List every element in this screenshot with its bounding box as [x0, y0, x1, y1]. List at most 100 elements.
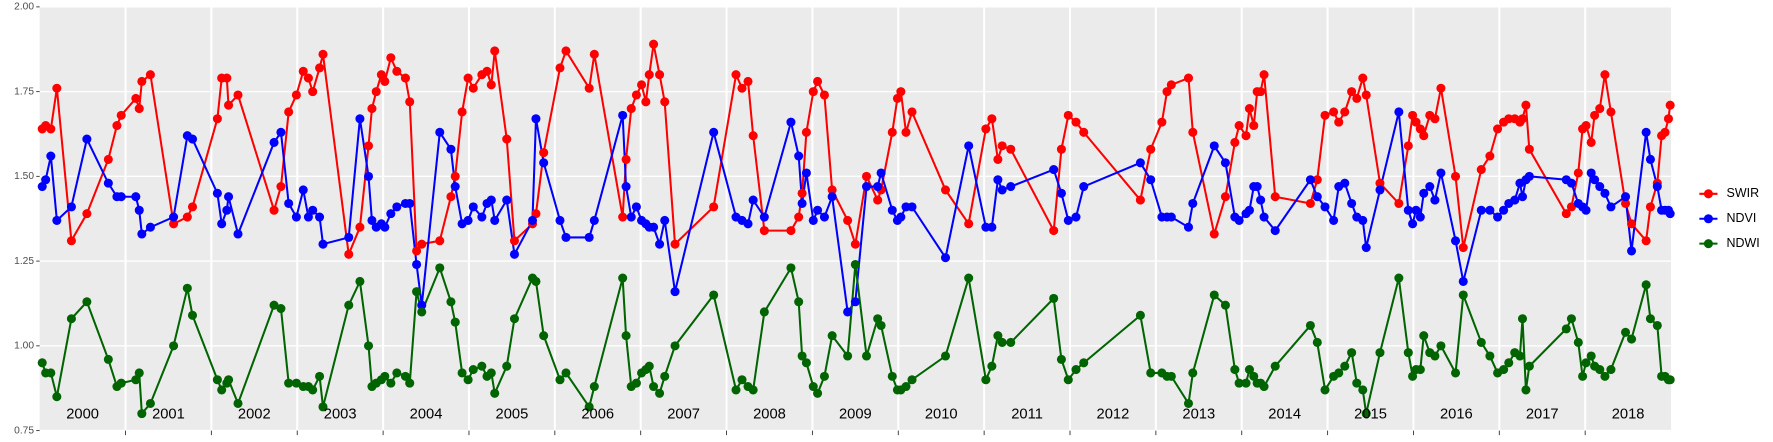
point [502, 195, 512, 205]
point [187, 310, 198, 320]
point [1645, 202, 1655, 212]
legend-label: NDVI [1727, 211, 1757, 225]
point [1450, 368, 1461, 378]
point [477, 361, 487, 371]
point [46, 151, 56, 161]
point [222, 73, 232, 83]
point [1135, 158, 1145, 168]
point [482, 66, 492, 76]
point [827, 185, 837, 195]
point [589, 215, 599, 225]
point [46, 124, 56, 134]
point [1162, 87, 1172, 97]
point [1419, 131, 1429, 141]
point [450, 317, 460, 327]
point [134, 368, 144, 378]
point [786, 226, 796, 236]
point [555, 63, 565, 73]
point [145, 70, 155, 80]
point [1581, 205, 1591, 215]
point [52, 215, 62, 225]
point [1188, 198, 1198, 209]
point [392, 66, 402, 76]
point [224, 192, 234, 202]
point [1415, 212, 1425, 222]
point [589, 49, 599, 59]
point [626, 212, 636, 222]
point [1476, 205, 1486, 215]
point [284, 107, 294, 117]
point [819, 212, 829, 222]
point [794, 212, 804, 222]
point [1329, 107, 1339, 117]
point [1256, 195, 1266, 205]
point [655, 239, 665, 249]
point [993, 154, 1003, 164]
point [1361, 409, 1371, 419]
point [298, 66, 308, 76]
point [887, 205, 897, 215]
point [212, 114, 222, 124]
point [269, 137, 279, 147]
point [412, 259, 422, 270]
point [1135, 195, 1145, 205]
year-label: 2002 [238, 407, 271, 423]
point [1230, 365, 1240, 375]
point [1312, 337, 1322, 347]
point [116, 110, 126, 120]
point [1606, 202, 1616, 212]
point [644, 361, 654, 371]
point [405, 97, 415, 107]
point [1347, 87, 1357, 97]
point [1586, 168, 1596, 178]
point [1166, 80, 1176, 90]
point [861, 182, 872, 192]
legend: SWIR NDVI NDWI [1699, 186, 1760, 250]
point [1600, 371, 1610, 381]
point [631, 90, 641, 100]
point [276, 304, 286, 314]
point [386, 378, 396, 388]
point [1166, 371, 1176, 381]
point [1352, 93, 1362, 103]
point [1403, 348, 1413, 358]
year-label: 2001 [152, 407, 185, 423]
series-line [41, 111, 1672, 315]
point [1312, 192, 1322, 202]
point [1157, 117, 1167, 127]
point [1394, 107, 1404, 117]
point [843, 351, 853, 361]
point [308, 385, 318, 395]
point [344, 232, 354, 242]
point [1244, 365, 1254, 375]
point [1665, 209, 1675, 219]
point [435, 236, 445, 246]
point [797, 198, 807, 209]
point [212, 188, 222, 198]
point [52, 392, 62, 402]
point [618, 212, 628, 222]
point [1524, 144, 1534, 154]
point [993, 175, 1003, 185]
point [355, 222, 365, 232]
marks [37, 39, 1675, 419]
point [509, 314, 520, 324]
point [748, 195, 758, 205]
point [1340, 178, 1350, 188]
point [759, 226, 769, 236]
point [1600, 70, 1610, 80]
point [539, 148, 549, 158]
point [1241, 378, 1251, 388]
point [644, 70, 654, 80]
point [490, 215, 500, 225]
point [405, 198, 415, 209]
point [1063, 110, 1073, 120]
point [1244, 205, 1254, 215]
point [1606, 365, 1616, 375]
point [1183, 222, 1194, 232]
point [1403, 141, 1413, 151]
point [1485, 205, 1495, 215]
point [1660, 127, 1670, 137]
point [450, 182, 460, 192]
point [66, 314, 76, 324]
